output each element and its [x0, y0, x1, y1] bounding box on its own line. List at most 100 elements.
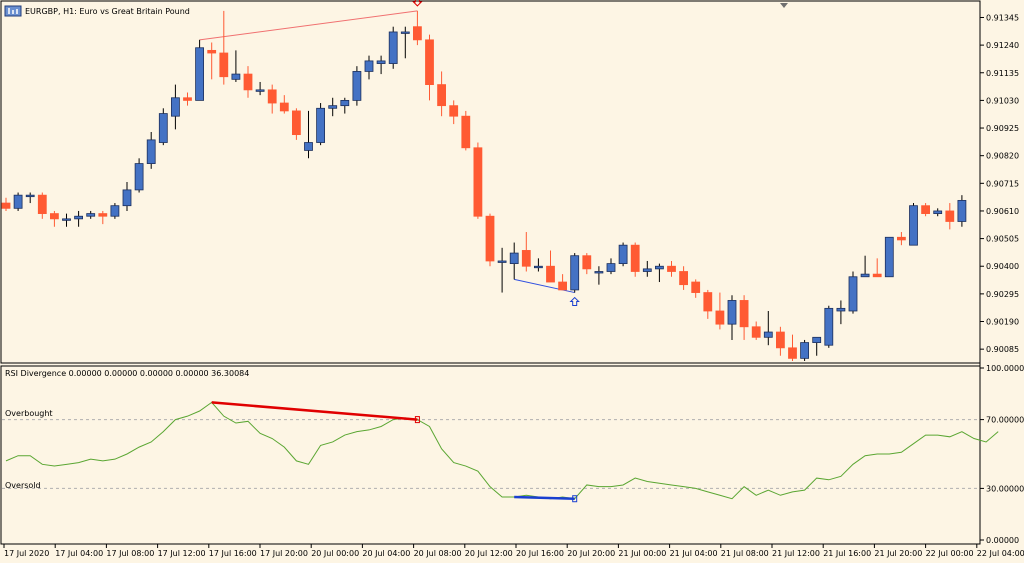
candle: [739, 295, 749, 340]
candle-body: [485, 215, 495, 262]
candle-body: [909, 205, 918, 246]
candle: [13, 192, 23, 211]
candle: [219, 10, 229, 85]
divergence-line-bullish: [514, 495, 575, 500]
candle-body: [848, 276, 858, 312]
indicator-panel[interactable]: [0, 365, 981, 545]
indicator-title: RSI Divergence 0.00000 0.00000 0.00000 0…: [5, 369, 249, 378]
candle: [316, 103, 326, 146]
candle: [243, 66, 253, 98]
down-arrow-icon: [412, 0, 423, 7]
candle-body: [715, 310, 725, 325]
scroll-marker-icon[interactable]: [780, 3, 788, 8]
candle-body: [921, 205, 930, 214]
candle-body: [195, 47, 205, 101]
time-axis: 17 Jul 2020 17 Jul 04:00 17 Jul 08:00 17 Ju…: [3, 544, 1024, 558]
candle: [340, 97, 350, 114]
candle-body: [412, 26, 422, 41]
candle-body: [364, 60, 374, 72]
candle-body: [788, 347, 797, 359]
candle-body: [1, 202, 11, 209]
candle: [183, 92, 192, 106]
candle-body: [62, 218, 71, 221]
candle-body: [763, 331, 773, 338]
overbought-label: Overbought: [5, 409, 53, 418]
candle: [582, 253, 592, 275]
candle-body: [473, 147, 483, 217]
price-label: 0.91030: [986, 96, 1019, 105]
price-label: 0.91240: [986, 41, 1019, 50]
candle-body: [231, 73, 241, 80]
price-label: 0.91345: [986, 13, 1019, 22]
candle: [642, 260, 652, 277]
candle: [473, 142, 483, 219]
candle-body: [667, 265, 676, 272]
candle: [534, 258, 543, 272]
candle-body: [86, 213, 96, 217]
candle: [630, 242, 640, 277]
time-label: 21 Jul 04:00: [670, 549, 718, 558]
candle: [606, 258, 616, 275]
candle: [62, 213, 71, 227]
rsi-axis: 100.00000 70.00000 30.00000 0.00000: [980, 364, 1024, 545]
candle-body: [812, 336, 822, 343]
time-label: 20 Jul 00:00: [311, 549, 359, 558]
candle-body: [50, 213, 59, 220]
price-label: 0.90295: [986, 290, 1019, 299]
candle-body: [776, 331, 785, 349]
candle: [497, 247, 507, 293]
candle: [207, 42, 217, 80]
candle: [231, 50, 241, 82]
candle: [703, 289, 713, 319]
rsi-divergences: [211, 401, 578, 503]
candle: [328, 97, 338, 117]
candle-body: [521, 250, 531, 267]
time-label: 21 Jul 08:00: [721, 549, 769, 558]
candle: [812, 336, 822, 356]
candle: [170, 84, 180, 130]
candle-body: [437, 84, 447, 107]
candle-body: [570, 255, 580, 291]
candle-body: [897, 236, 906, 241]
candle-body: [836, 307, 846, 312]
candle: [74, 210, 83, 227]
candle: [618, 242, 628, 267]
time-label: 21 Jul 16:00: [823, 549, 871, 558]
candle-body: [110, 205, 120, 217]
time-label: 20 Jul 12:00: [465, 549, 513, 558]
time-label: 20 Jul 16:00: [516, 549, 564, 558]
candle-body: [558, 281, 567, 291]
rsi-axis-label: 0.00000: [986, 536, 1019, 545]
candle: [304, 110, 313, 159]
candle-body: [25, 194, 35, 198]
candle: [376, 55, 386, 75]
candle: [122, 182, 132, 211]
candle-body: [872, 273, 882, 278]
candle: [437, 71, 447, 117]
time-label: 20 Jul 08:00: [414, 549, 462, 558]
candle: [933, 208, 943, 217]
candle: [884, 236, 894, 278]
candle-body: [98, 213, 108, 217]
candle: [570, 253, 580, 293]
time-label: 17 Jul 12:00: [158, 549, 206, 558]
candle: [872, 258, 882, 278]
candle-body: [884, 236, 894, 278]
candle-body: [655, 265, 664, 270]
candle-body: [183, 97, 192, 101]
candle-body: [376, 60, 386, 64]
candle-body: [158, 113, 168, 143]
candle: [836, 300, 846, 325]
candle-body: [170, 97, 180, 117]
candle-body: [219, 52, 229, 78]
candle-body: [146, 139, 156, 164]
candle-body: [727, 300, 737, 325]
candle: [957, 195, 967, 227]
candle: [388, 26, 398, 69]
time-label: 20 Jul 20:00: [567, 549, 615, 558]
candle-body: [860, 273, 870, 278]
candle: [461, 110, 471, 151]
candle: [776, 326, 785, 356]
rsi-polyline: [5, 401, 999, 500]
